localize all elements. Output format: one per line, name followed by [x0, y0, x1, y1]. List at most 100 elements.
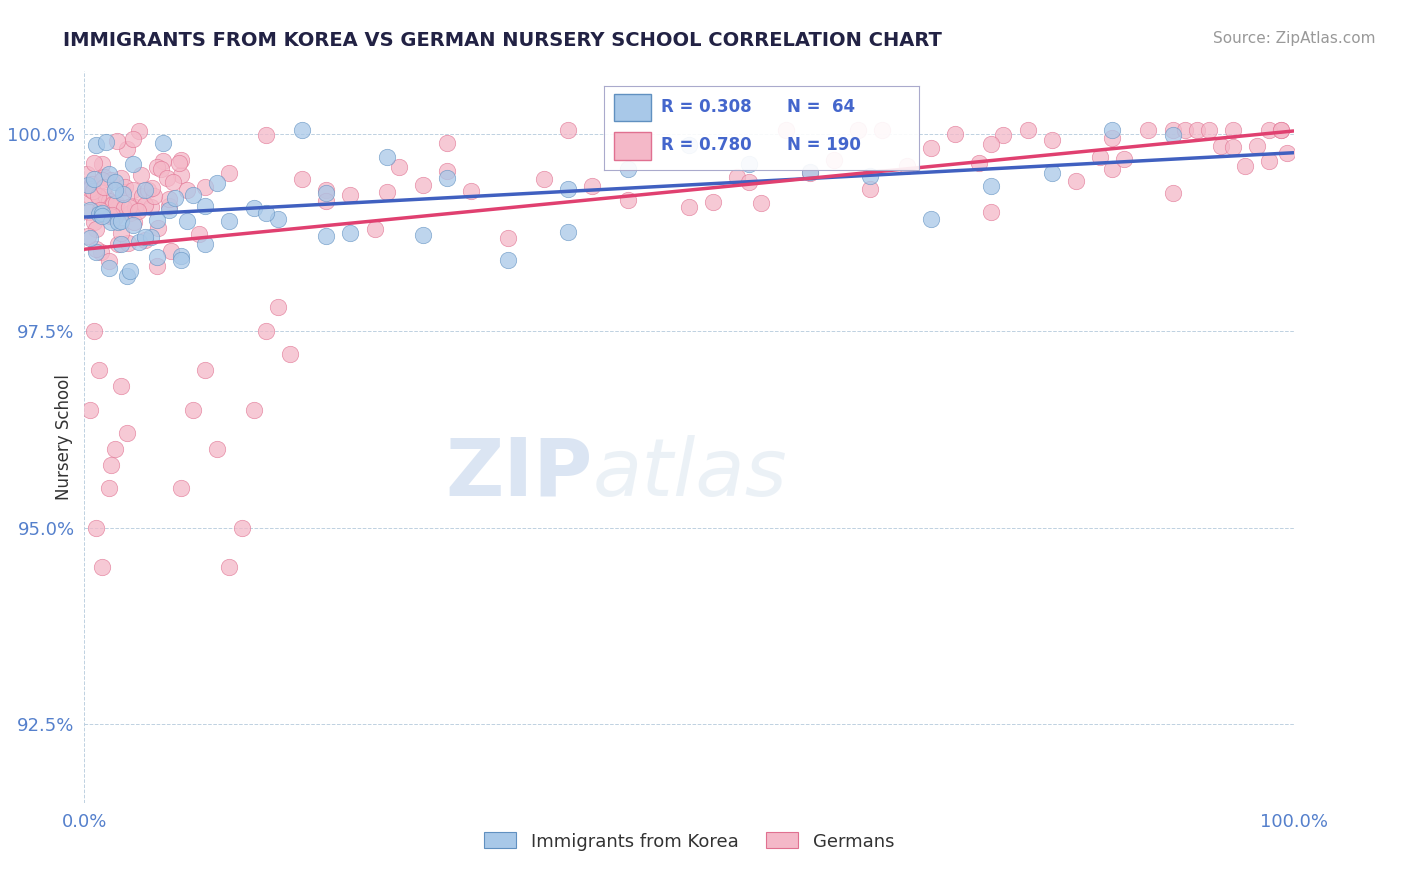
- Point: [121, 183, 143, 197]
- Point: [254, 324, 277, 338]
- Point: [110, 227, 132, 241]
- Point: [207, 177, 229, 191]
- Point: [134, 198, 156, 212]
- Point: [100, 458, 122, 472]
- Point: [339, 187, 361, 202]
- Point: [128, 124, 150, 138]
- Point: [980, 137, 1002, 152]
- Point: [91, 209, 114, 223]
- Point: [533, 172, 555, 186]
- Point: [121, 132, 143, 146]
- Point: [1064, 174, 1087, 188]
- Point: [93, 170, 115, 185]
- Point: [86, 189, 108, 203]
- Point: [176, 214, 198, 228]
- Point: [1174, 123, 1197, 137]
- Point: [617, 161, 640, 176]
- Point: [91, 559, 114, 574]
- Point: [112, 185, 135, 199]
- Point: [104, 196, 127, 211]
- Point: [738, 157, 761, 171]
- Point: [557, 123, 579, 137]
- Point: [1246, 138, 1268, 153]
- Point: [122, 214, 145, 228]
- Point: [993, 128, 1015, 142]
- Point: [181, 402, 204, 417]
- Point: [725, 169, 748, 184]
- Point: [100, 173, 122, 187]
- Point: [112, 201, 135, 215]
- Point: [496, 253, 519, 268]
- Point: [94, 135, 117, 149]
- Point: [1101, 161, 1123, 176]
- Point: [1017, 123, 1039, 137]
- Point: [91, 172, 114, 186]
- Text: Source: ZipAtlas.com: Source: ZipAtlas.com: [1212, 31, 1375, 46]
- Point: [436, 171, 458, 186]
- Point: [91, 206, 114, 220]
- Point: [120, 206, 142, 220]
- Point: [315, 183, 337, 197]
- Point: [1222, 140, 1244, 154]
- Y-axis label: Nursery School: Nursery School: [55, 374, 73, 500]
- Point: [1137, 123, 1160, 137]
- Point: [110, 214, 132, 228]
- Point: [103, 197, 125, 211]
- Point: [97, 194, 120, 209]
- Point: [188, 227, 211, 241]
- Point: [83, 214, 105, 228]
- Point: [242, 402, 264, 417]
- Point: [859, 169, 882, 183]
- Point: [115, 426, 138, 441]
- Point: [87, 189, 110, 203]
- Point: [157, 202, 180, 217]
- Point: [1088, 150, 1111, 164]
- Point: [83, 324, 105, 338]
- Point: [1040, 166, 1063, 180]
- Point: [110, 237, 132, 252]
- Point: [557, 182, 579, 196]
- Point: [155, 171, 177, 186]
- Point: [581, 179, 603, 194]
- Point: [207, 442, 229, 456]
- Point: [1258, 123, 1281, 137]
- Point: [138, 183, 160, 197]
- Point: [82, 184, 104, 198]
- Point: [181, 188, 204, 202]
- Point: [170, 168, 193, 182]
- Point: [242, 201, 264, 215]
- Text: IMMIGRANTS FROM KOREA VS GERMAN NURSERY SCHOOL CORRELATION CHART: IMMIGRANTS FROM KOREA VS GERMAN NURSERY …: [63, 31, 942, 50]
- Point: [118, 200, 141, 214]
- Point: [79, 189, 101, 203]
- Point: [315, 194, 337, 208]
- Point: [157, 199, 180, 213]
- Point: [980, 179, 1002, 194]
- Point: [412, 228, 434, 243]
- Point: [896, 160, 918, 174]
- Point: [79, 203, 101, 218]
- Point: [117, 236, 139, 251]
- Point: [557, 225, 579, 239]
- Point: [134, 229, 156, 244]
- Point: [149, 162, 172, 177]
- Point: [315, 186, 337, 200]
- Legend: Immigrants from Korea, Germans: Immigrants from Korea, Germans: [478, 827, 900, 856]
- Point: [77, 178, 100, 193]
- Point: [80, 177, 103, 191]
- Point: [104, 175, 127, 189]
- Point: [1270, 123, 1292, 137]
- Point: [100, 215, 122, 229]
- Point: [86, 520, 108, 534]
- Point: [160, 244, 183, 258]
- Point: [107, 237, 129, 252]
- Point: [165, 191, 187, 205]
- Point: [143, 189, 166, 203]
- Point: [218, 166, 240, 180]
- Point: [859, 181, 882, 195]
- Point: [97, 481, 120, 495]
- Point: [76, 167, 98, 181]
- Point: [134, 233, 156, 247]
- Point: [846, 123, 869, 137]
- Point: [1185, 123, 1208, 137]
- Point: [104, 442, 127, 456]
